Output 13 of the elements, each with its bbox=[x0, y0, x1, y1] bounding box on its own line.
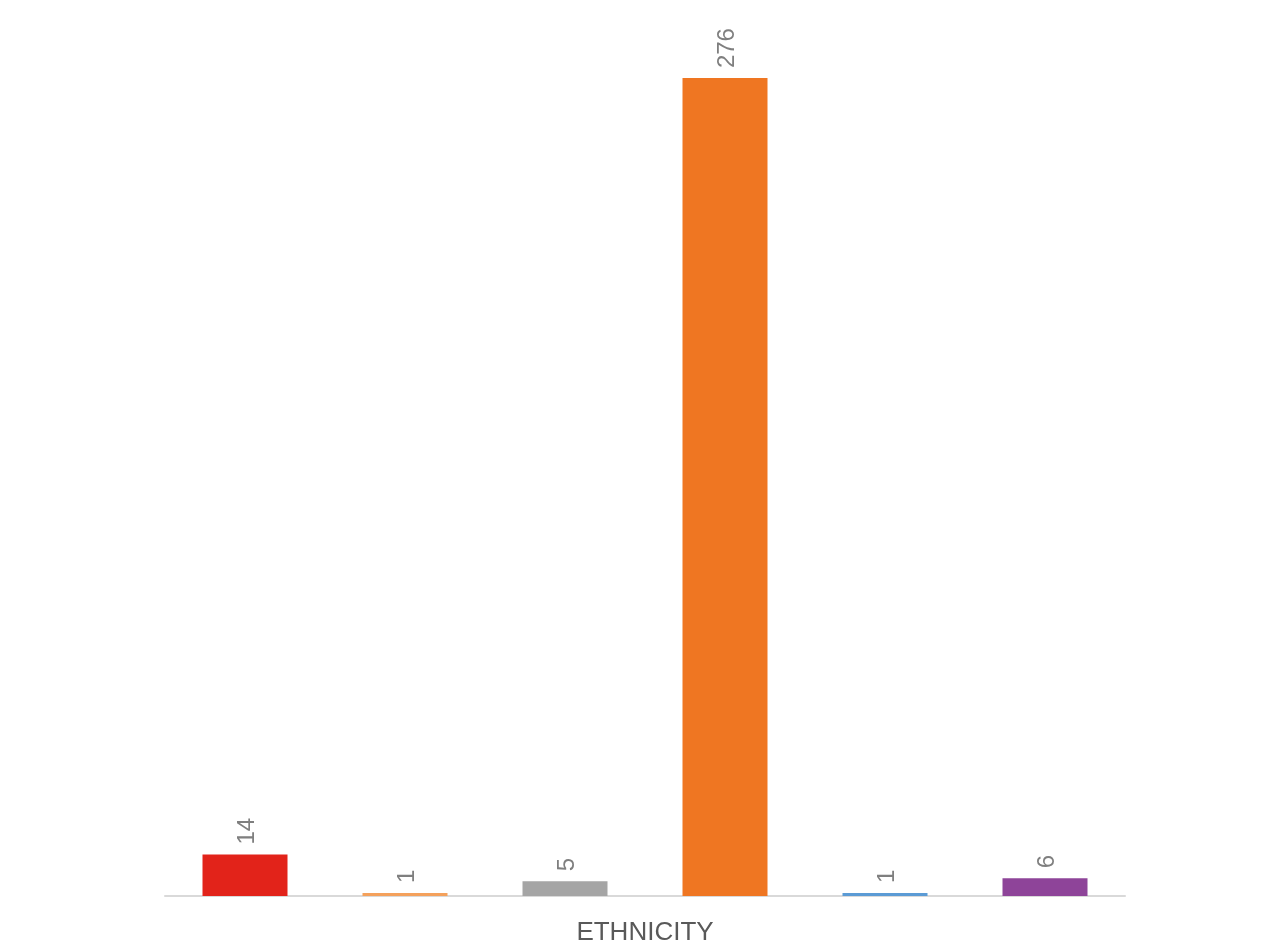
bar bbox=[682, 78, 768, 896]
data-label: 6 bbox=[1031, 854, 1059, 869]
data-label: 1 bbox=[871, 869, 899, 884]
data-label: 276 bbox=[711, 28, 739, 69]
bar bbox=[362, 893, 448, 896]
data-label: 1 bbox=[391, 869, 419, 884]
bar bbox=[522, 881, 608, 896]
x-axis-title: ETHNICITY bbox=[576, 916, 714, 946]
data-label: 14 bbox=[231, 817, 259, 845]
data-label: 5 bbox=[551, 857, 579, 872]
bar bbox=[842, 893, 928, 896]
bar bbox=[1002, 878, 1088, 896]
bar bbox=[202, 854, 288, 896]
